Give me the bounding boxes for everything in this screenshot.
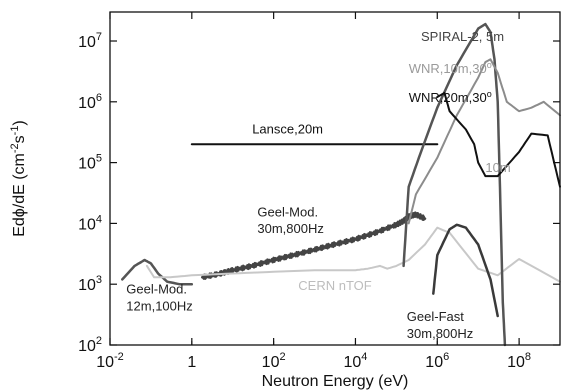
- annotation-layer: SPIRAL-2, 5m WNR,10m,30o WNR,20m,30o Lansce…: [126, 29, 510, 341]
- y-tick-label: 106: [78, 92, 102, 112]
- annotation-geel-mod-5: Geel-Mod.: [257, 205, 318, 220]
- x-tick-label: 102: [262, 351, 286, 371]
- axis-tick-labels: 10-2 1 102 104 106 108 102 103 104 105 106 107: [78, 31, 531, 371]
- y-tick-label: 102: [78, 335, 102, 355]
- annotation-wnr-10m-30-1: WNR,10m,30o: [409, 60, 492, 76]
- axis-ticks: [109, 12, 560, 346]
- plot-frame: [109, 11, 561, 346]
- series-wnr-20m-30: [436, 91, 561, 188]
- annotation-geel-mod-7: Geel-Mod.: [126, 282, 187, 297]
- annotation-12m-100hz-8: 12m,100Hz: [126, 299, 192, 314]
- series-geel-mod-12m-100hz: [121, 258, 194, 286]
- y-tick-label: 107: [78, 31, 102, 51]
- x-tick-label: 10-2: [96, 351, 124, 371]
- y-tick-label: 104: [78, 213, 102, 233]
- x-axis-title: Neutron Energy (eV): [262, 373, 409, 390]
- annotation-degree: o: [487, 89, 492, 99]
- series-cern-ntof: [145, 226, 561, 283]
- y-axis-title-main: Edϕ/dE (cm: [11, 153, 28, 237]
- series-layer: [121, 22, 561, 347]
- x-tick-label: 1: [187, 354, 196, 371]
- series-geel-fast-30m-800hz: [432, 223, 499, 318]
- y-axis-title-exp1: -2: [9, 143, 21, 153]
- annotation-cern-ntof-9: CERN nTOF: [298, 278, 371, 293]
- y-tick-label: 103: [78, 274, 102, 294]
- annotation-geel-fast-10: Geel-Fast: [407, 309, 464, 324]
- y-axis-title-close: ): [11, 120, 28, 125]
- series-spiral-2-5m: [402, 22, 507, 347]
- annotation-wnr-20m-30-2: WNR,20m,30o: [409, 89, 492, 105]
- x-tick-label: 108: [507, 351, 531, 371]
- x-tick-label: 104: [343, 351, 367, 371]
- annotation-spiral-2-5m-0: SPIRAL-2, 5m: [421, 29, 504, 44]
- y-axis-title-mid: s: [11, 135, 28, 143]
- y-axis-title-exp2: -1: [9, 126, 21, 136]
- annotation-10m-4: 10m: [485, 160, 510, 175]
- x-tick-label: 106: [425, 351, 449, 371]
- annotation-30m-800hz-11: 30m,800Hz: [407, 326, 473, 341]
- y-axis-title: Edϕ/dE (cm-2s-1): [9, 120, 28, 237]
- svg-text:Edϕ/dE (cm-2s-1): Edϕ/dE (cm-2s-1): [9, 120, 28, 237]
- y-tick-label: 105: [78, 153, 102, 173]
- annotation-lansce-20m-3: Lansce,20m: [252, 122, 323, 137]
- annotation-degree: o: [487, 60, 492, 70]
- annotation-30m-800hz-6: 30m,800Hz: [257, 221, 323, 236]
- series-wnr-10m-30: [407, 58, 561, 225]
